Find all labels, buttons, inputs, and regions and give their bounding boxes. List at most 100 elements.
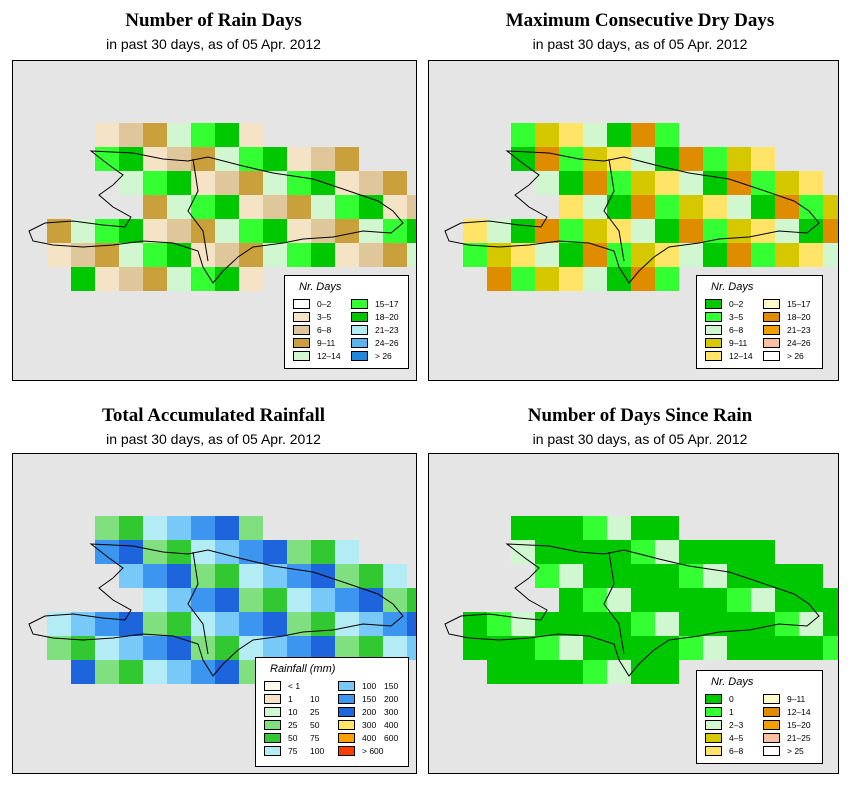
grid-cell [311,243,335,267]
grid-cell [119,540,143,564]
legend-swatch [705,351,722,361]
grid-cell [655,564,679,588]
legend-swatch [293,338,310,348]
grid-cell [775,636,799,660]
grid-cell [311,219,335,243]
panel-subtitle: in past 30 days, as of 05 Apr. 2012 [532,36,748,52]
legend-swatch [293,312,310,322]
legend-label: 18–20 [787,312,811,322]
grid-cell [167,660,191,684]
legend-label: 9–11 [787,694,806,704]
grid-cell [359,564,383,588]
grid-cell [727,171,751,195]
grid-cell [535,123,559,147]
panel-title: Number of Days Since Rain [527,405,753,426]
grid-cell [559,564,583,588]
grid-cell [119,219,143,243]
grid-cell [655,612,679,636]
grid-cell [823,243,838,267]
grid-cell [143,516,167,540]
grid-cell [143,612,167,636]
grid-cell [215,516,239,540]
legend-swatch [763,338,780,348]
legend-label: 300 [362,720,377,730]
grid-cell [167,516,191,540]
grid-cell [535,147,559,171]
legend-label-upper: 400 [384,720,399,730]
grid-cell [823,612,838,636]
grid-cell [119,243,143,267]
grid-cell [655,660,679,684]
grid-cell [751,588,775,612]
legend-swatch [705,312,722,322]
grid-cell [143,660,167,684]
grid-cell [535,660,559,684]
grid-cell [607,243,631,267]
grid-cell [535,267,559,291]
grid-cell [751,171,775,195]
grid-cell [119,636,143,660]
grid-cell [167,564,191,588]
grid-cell [215,540,239,564]
country-border [187,551,209,655]
legend-swatch [293,325,310,335]
legend-label: 21–23 [787,325,811,335]
legend-swatch [351,338,368,348]
grid-cell [95,540,119,564]
grid-cell [263,219,287,243]
country-border [603,551,625,655]
grid-cell [95,147,119,171]
grid-cell [511,123,535,147]
grid-cell [383,636,407,660]
legend-label: 9–11 [317,338,336,348]
grid-cell [311,564,335,588]
legend-swatch [705,338,722,348]
grid-cell [71,660,95,684]
grid-cell [263,147,287,171]
grid-cell [239,243,263,267]
legend-label: > 25 [787,746,804,756]
grid-cell [583,267,607,291]
grid-cell [607,588,631,612]
grid-cell [287,195,311,219]
grid-cell [583,123,607,147]
grid-cell [655,588,679,612]
grid-cell [583,219,607,243]
legend-swatch [763,720,780,730]
grid-cell [383,243,407,267]
grid-cell [511,147,535,171]
grid-cell [359,636,383,660]
grid-cell [583,540,607,564]
legend-label: 15–17 [787,299,811,309]
grid-cell [703,147,727,171]
grid-cell [95,516,119,540]
grid-cell [535,612,559,636]
panel-days-since-rain: Number of Days Since Rain in past 30 day… [427,395,853,793]
grid-cell [655,267,679,291]
legend-label: 0 [729,694,734,704]
grid-cell [143,219,167,243]
grid-cell [311,147,335,171]
grid-cell [215,612,239,636]
map-grid-cells [28,516,416,684]
grid-cell [335,564,359,588]
grid-cell [311,540,335,564]
legend-swatch [293,299,310,309]
legend-swatch [351,325,368,335]
grid-cell [559,636,583,660]
legend-label: 75 [288,746,298,756]
grid-cell [679,540,703,564]
grid-cell [487,267,511,291]
legend-label: 0–2 [729,299,744,309]
grid-cell [631,588,655,612]
grid-cell [727,147,751,171]
grid-cell [487,660,511,684]
grid-cell [263,612,287,636]
grid-cell [631,612,655,636]
grid-cell [143,243,167,267]
legend-label: > 600 [362,746,384,756]
grid-cell [559,195,583,219]
grid-cell [335,195,359,219]
legend-label-upper: 75 [310,733,320,743]
legend-swatch [338,694,355,704]
